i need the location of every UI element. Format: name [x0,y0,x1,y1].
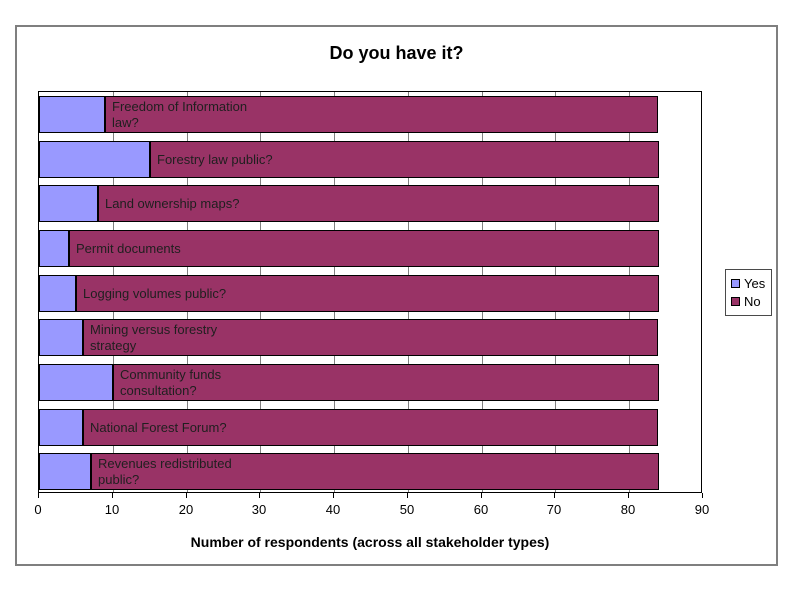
bar-row: Forestry law public? [39,141,701,178]
bar-row: Community funds consultation? [39,364,701,401]
x-axis-tick-label: 90 [694,502,710,517]
no-bar-segment [113,364,659,401]
x-axis-tick [628,493,629,498]
bar-row: Revenues redistributed public? [39,453,701,490]
legend-swatch [731,296,740,306]
yes-bar-segment [39,453,91,490]
bar-row: Freedom of Information law? [39,96,701,133]
yes-bar-segment [39,409,83,446]
category-label: Mining versus forestry strategy [90,321,218,353]
bar-row: Permit documents [39,230,701,267]
category-label: Community funds consultation? [120,366,222,398]
x-axis-tick [186,493,187,498]
yes-bar-segment [39,364,113,401]
bar-row: Land ownership maps? [39,185,701,222]
x-axis-tick [702,493,703,498]
category-label: Permit documents [76,240,181,256]
bar-row: Logging volumes public? [39,275,701,312]
no-bar-segment [105,96,658,133]
category-label: Land ownership maps? [105,195,240,211]
chart-title: Do you have it? [329,43,464,63]
x-axis-tick-label: 0 [34,502,42,517]
yes-bar-segment [39,141,150,178]
x-axis-tick [38,493,39,498]
bar-row: Mining versus forestry strategy [39,319,701,356]
chart-frame: Do you have it? Freedom of Information l… [15,25,778,566]
legend-swatch [731,278,740,288]
no-bar-segment [98,185,659,222]
no-bar-segment [150,141,659,178]
category-label: Forestry law public? [157,151,273,167]
x-axis-tick [259,493,260,498]
x-axis-tick-label: 20 [178,502,194,517]
x-axis-tick-label: 80 [620,502,636,517]
x-axis-tick-label: 60 [473,502,489,517]
x-axis-tick [333,493,334,498]
x-axis-tick-label: 70 [546,502,562,517]
yes-bar-segment [39,319,83,356]
bar-row: National Forest Forum? [39,409,701,446]
yes-bar-segment [39,275,76,312]
no-bar-segment [69,230,659,267]
category-label: Revenues redistributed public? [98,455,232,487]
legend-item: No [731,292,765,310]
yes-bar-segment [39,96,105,133]
category-label: Logging volumes public? [83,285,227,301]
legend-item: Yes [731,274,765,292]
no-bar-segment [83,409,658,446]
x-axis-tick [112,493,113,498]
plot-area: Freedom of Information law? Forestry law … [38,91,702,493]
legend-label: No [744,293,761,309]
no-bar-segment [76,275,659,312]
no-bar-segment [91,453,659,490]
category-label: National Forest Forum? [90,419,227,435]
x-axis-title: Number of respondents (across all stakeh… [190,534,550,550]
legend-label: Yes [744,275,766,291]
x-axis-tick [407,493,408,498]
category-label: Freedom of Information law? [112,98,248,130]
x-axis-tick-label: 10 [104,502,120,517]
x-axis-tick [481,493,482,498]
yes-bar-segment [39,185,98,222]
no-bar-segment [83,319,658,356]
x-axis-tick-label: 30 [251,502,267,517]
yes-bar-segment [39,230,69,267]
x-axis-tick [554,493,555,498]
x-axis-tick-label: 40 [325,502,341,517]
x-axis-tick-label: 50 [399,502,415,517]
legend: Yes No [725,269,773,316]
